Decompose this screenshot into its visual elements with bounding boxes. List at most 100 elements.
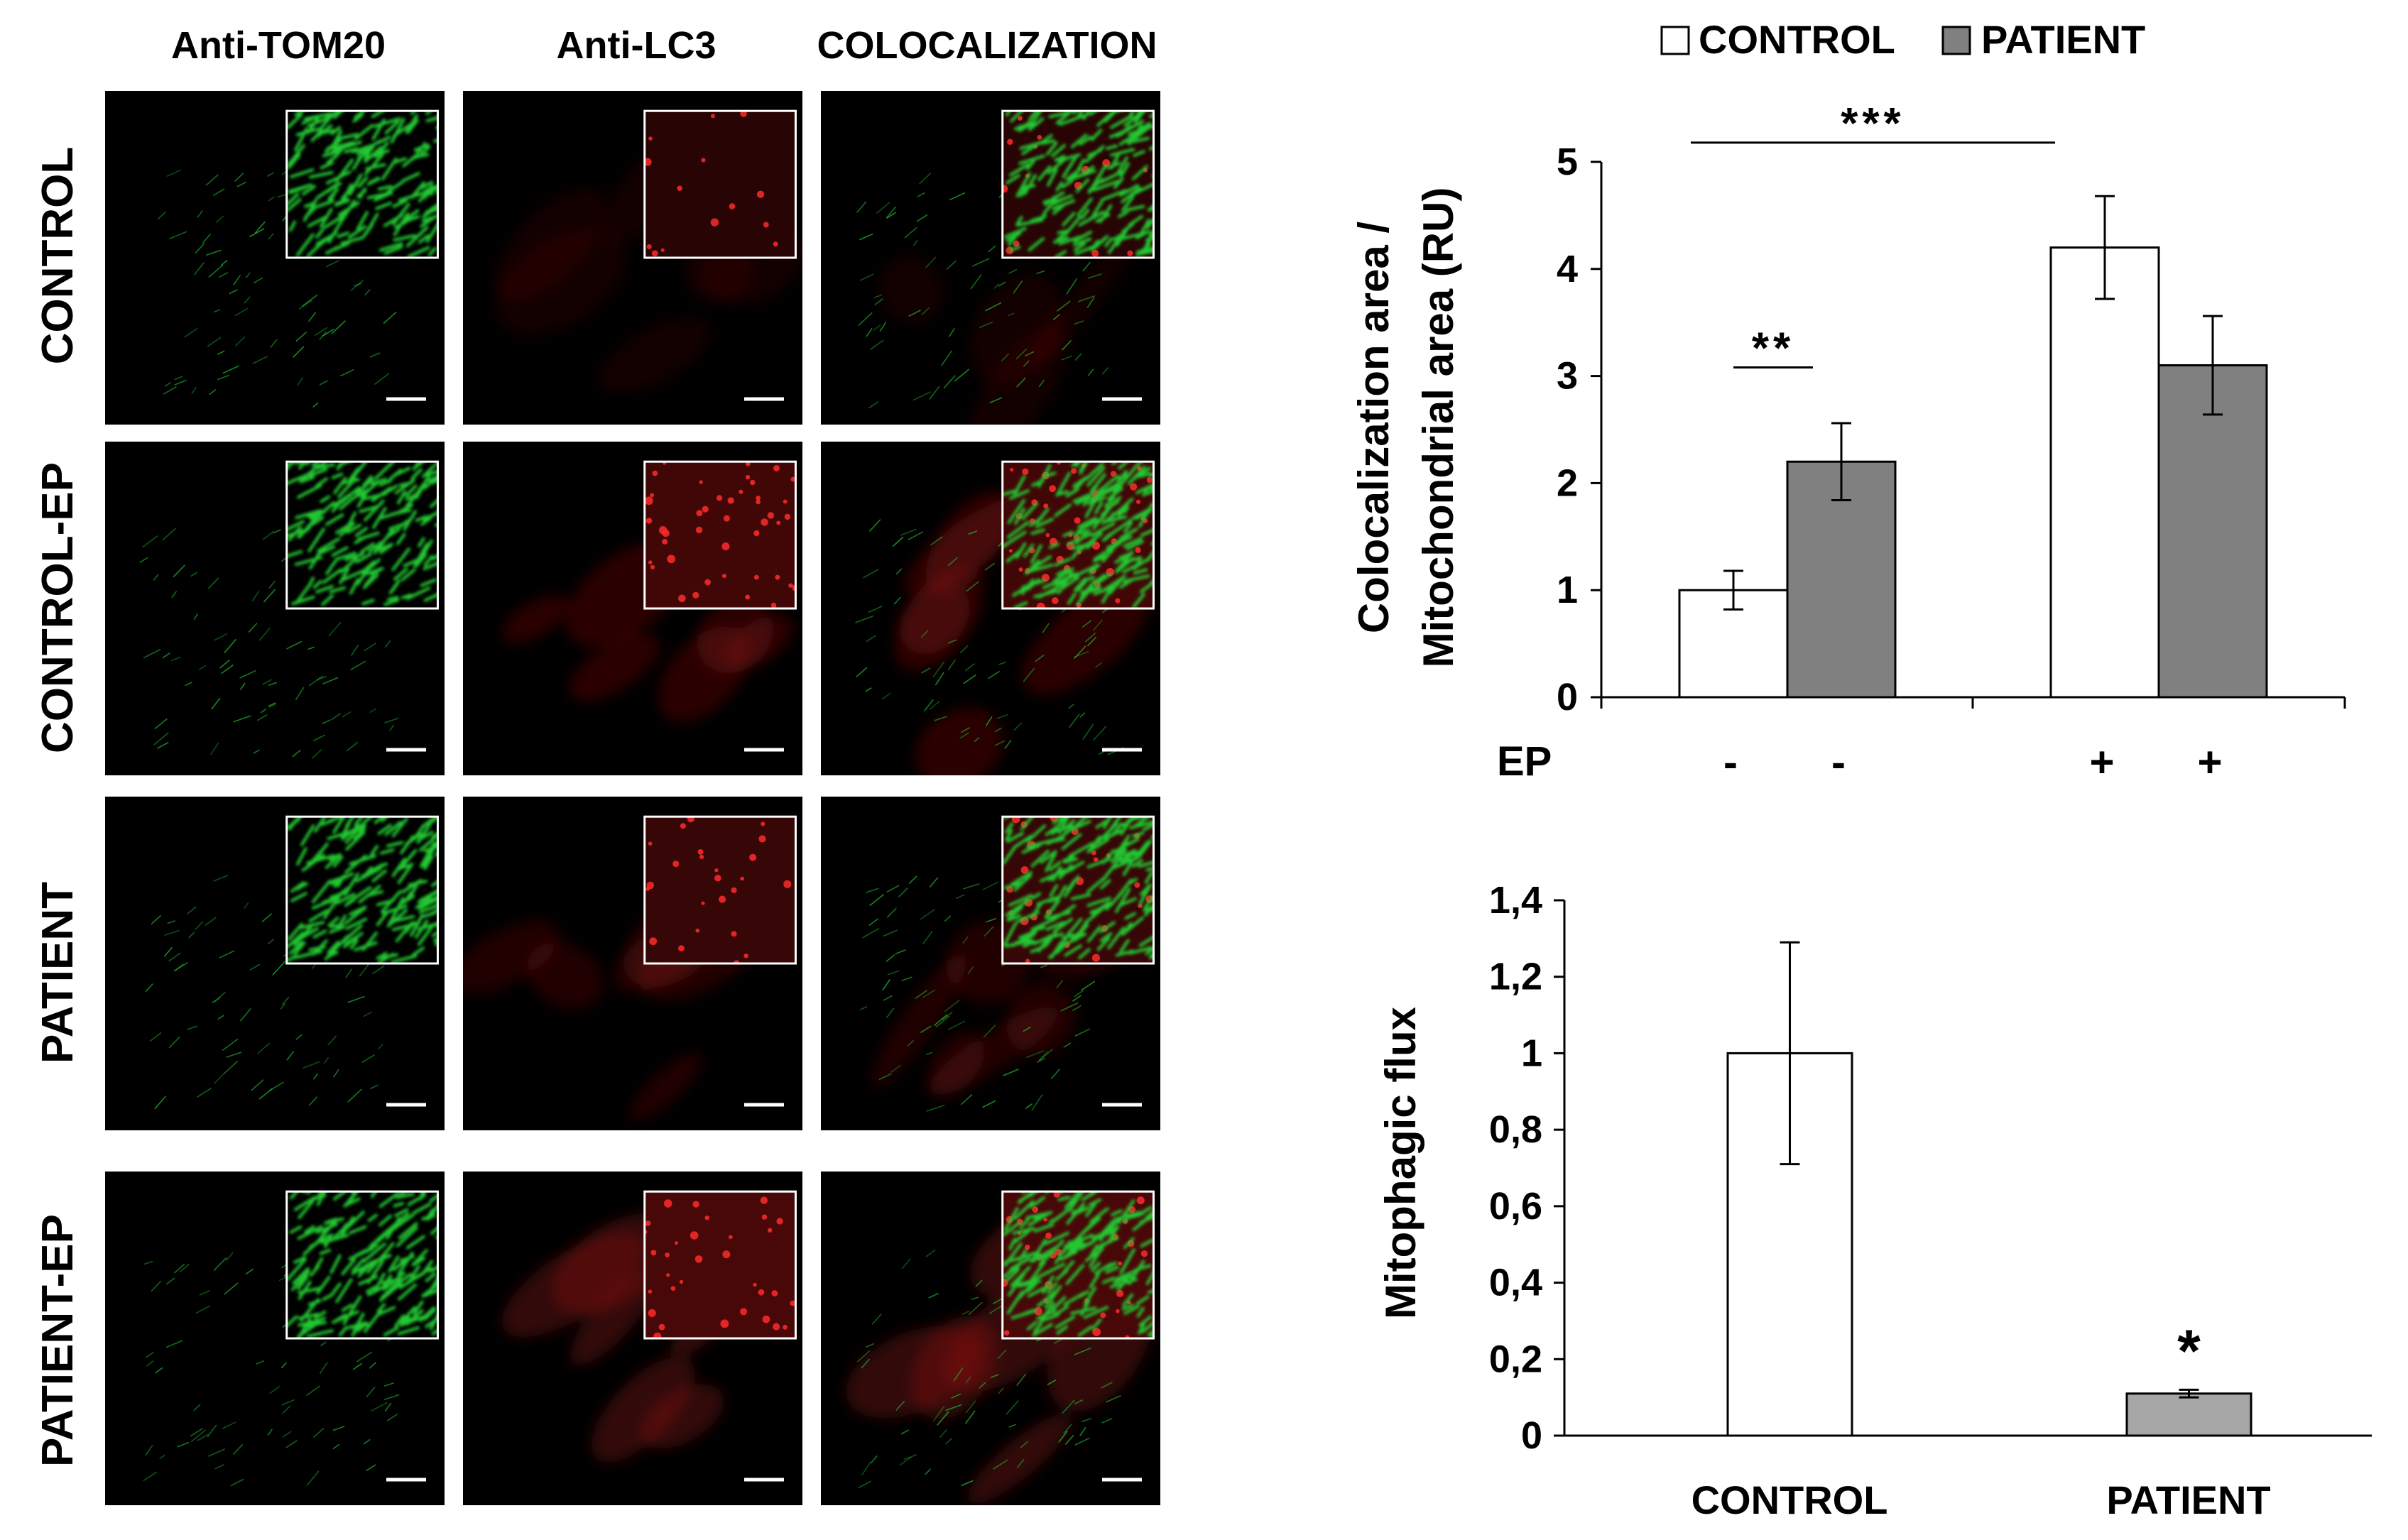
mitochondrion bbox=[363, 1438, 371, 1445]
mitochondrion-zoom bbox=[401, 568, 416, 581]
inset-zoom bbox=[644, 817, 796, 963]
mitochondrion-zoom bbox=[297, 1225, 323, 1240]
mitochondrion-zoom bbox=[1030, 1191, 1036, 1198]
mitochondrion-zoom bbox=[1007, 498, 1025, 525]
mitochondrion-zoom bbox=[403, 556, 424, 567]
mitochondrion-zoom bbox=[391, 817, 408, 838]
inset-zoom bbox=[286, 817, 438, 963]
lc3-diffuse-signal bbox=[894, 490, 1150, 775]
mitochondrion bbox=[268, 939, 274, 945]
mitochondrion-zoom bbox=[1094, 501, 1104, 515]
inset-zoom bbox=[1002, 817, 1154, 963]
mitochondrion-zoom bbox=[1005, 111, 1011, 117]
lc3-cell-glow bbox=[570, 1269, 658, 1366]
mitochondrion-zoom bbox=[290, 595, 315, 606]
mitochondrion-zoom bbox=[324, 944, 340, 961]
mitochondrion-zoom bbox=[361, 567, 384, 577]
lc3-punctum bbox=[674, 1241, 678, 1245]
mitochondrion-zoom bbox=[1022, 940, 1037, 948]
mitochondrion bbox=[234, 173, 244, 182]
mitochondrion-zoom bbox=[1114, 555, 1128, 564]
lc3-punctum bbox=[1010, 468, 1014, 472]
mitochondrion bbox=[371, 965, 385, 974]
micrograph-content bbox=[501, 1190, 797, 1482]
lc3-cell-glow bbox=[495, 229, 627, 335]
mitochondrion bbox=[943, 375, 956, 389]
lc3-punctum bbox=[692, 591, 699, 599]
mitochondrion-zoom bbox=[1129, 1212, 1145, 1219]
significance-stars: *** bbox=[1841, 99, 1905, 148]
mitochondrion-zoom bbox=[1128, 1260, 1145, 1286]
chart-legend: CONTROL PATIENT bbox=[1660, 17, 2145, 62]
mitochondrion-zoom bbox=[1089, 1272, 1101, 1289]
lc3-punctum bbox=[665, 1252, 670, 1258]
mitochondrion-zoom bbox=[295, 233, 315, 257]
mitochondrion-zoom bbox=[1021, 843, 1041, 854]
mitochondrion-zoom bbox=[393, 1201, 405, 1208]
mitochondrion-zoom bbox=[410, 1265, 420, 1279]
mitochondrion-zoom bbox=[397, 1252, 414, 1276]
mitochondrion bbox=[146, 1360, 154, 1367]
mitochondrion-zoom bbox=[354, 111, 366, 119]
mitochondrion-zoom bbox=[1108, 579, 1123, 595]
mitochondrion bbox=[856, 1350, 871, 1362]
mitochondrion-zoom bbox=[1068, 842, 1094, 858]
mitochondrion-zoom bbox=[1079, 1238, 1098, 1251]
mitochondrion-zoom bbox=[1045, 929, 1057, 946]
lc3-punctum bbox=[761, 1214, 768, 1220]
mitochondrion-zoom bbox=[419, 187, 430, 197]
mitochondrion bbox=[1074, 990, 1084, 998]
mitochondrion-zoom bbox=[300, 476, 315, 484]
inset-mitochondria bbox=[1002, 1191, 1154, 1338]
mitochondrion bbox=[1013, 722, 1023, 731]
mitochondrion-zoom bbox=[354, 527, 369, 537]
mitochondrion-zoom bbox=[406, 119, 419, 134]
lc3-cell-glow bbox=[463, 919, 560, 994]
mitochondrion bbox=[306, 1385, 321, 1396]
mitochondrion-zoom bbox=[1089, 1207, 1109, 1223]
mitochondrion-zoom bbox=[289, 941, 303, 955]
mitochondrion-zoom bbox=[1012, 587, 1026, 597]
mitochondrion bbox=[1064, 1435, 1074, 1445]
lc3-punctum bbox=[753, 530, 760, 537]
mitochondrion bbox=[1061, 355, 1072, 361]
mitochondrion bbox=[859, 233, 873, 241]
mitochondrion-zoom bbox=[339, 556, 359, 574]
mitochondrion bbox=[371, 1402, 388, 1412]
mitochondrion bbox=[907, 1040, 915, 1047]
mitochondrion-zoom bbox=[1138, 1315, 1153, 1327]
mitochondrion bbox=[1087, 636, 1097, 647]
mitochondrion-zoom bbox=[320, 207, 333, 229]
mitochondrion-zoom bbox=[329, 872, 354, 885]
lc3-punctum bbox=[648, 1309, 656, 1317]
mitochondrion-zoom bbox=[379, 848, 395, 855]
mitochondrion-zoom bbox=[1030, 528, 1045, 535]
mitochondrion bbox=[215, 215, 224, 223]
mitochondrion bbox=[168, 1036, 180, 1049]
mitochondrion-zoom bbox=[1126, 878, 1138, 885]
mitochondrion-zoom bbox=[1051, 904, 1077, 922]
mitochondrion bbox=[1023, 360, 1030, 367]
mitochondrion-zoom bbox=[1089, 1244, 1099, 1258]
mitochondrion bbox=[1004, 740, 1012, 750]
mitochondrion-zoom bbox=[1086, 540, 1096, 550]
mitochondrion-zoom bbox=[1102, 515, 1128, 524]
mitochondrion bbox=[908, 531, 924, 540]
mitochondrion-zoom bbox=[1002, 530, 1027, 549]
mitochondrion-zoom bbox=[327, 222, 342, 244]
mitochondrion-zoom bbox=[1003, 881, 1023, 890]
mitochondrion bbox=[295, 332, 307, 342]
mitochondrion-zoom bbox=[401, 593, 413, 599]
mitochondrion-zoom bbox=[324, 138, 342, 153]
mitochondrion-zoom bbox=[1101, 189, 1128, 202]
mitochondrion-zoom bbox=[1060, 576, 1080, 590]
mitochondrion bbox=[926, 1105, 945, 1112]
mitochondrion bbox=[159, 1454, 165, 1460]
axes bbox=[1563, 900, 2372, 1437]
mitochondrion-zoom bbox=[366, 890, 384, 897]
lc3-punctum bbox=[666, 1273, 670, 1277]
mitochondrion-zoom bbox=[420, 539, 433, 560]
mitochondrion-zoom bbox=[344, 932, 364, 946]
mitochondrion bbox=[920, 909, 936, 920]
lc3-punctum bbox=[714, 874, 721, 882]
